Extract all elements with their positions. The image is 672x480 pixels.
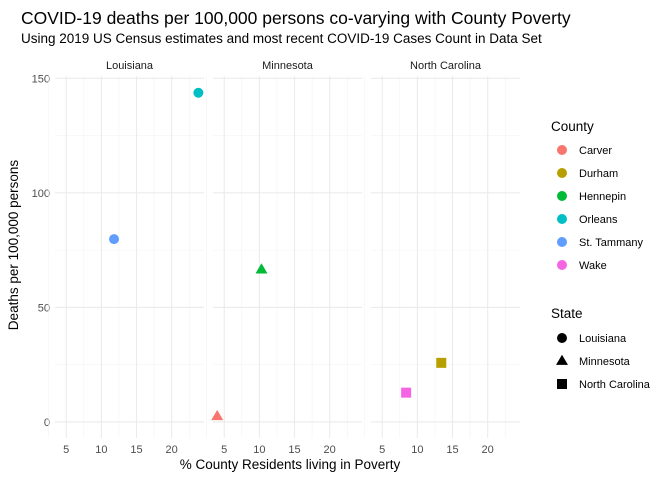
- legend-label: Hennepin: [579, 191, 626, 203]
- y-tick-label: 150: [32, 73, 50, 85]
- legend-label: North Carolina: [579, 379, 651, 391]
- x-tick-label: 20: [482, 444, 494, 456]
- facet-strip-label: Louisiana: [106, 60, 154, 72]
- data-point-orleans: [193, 87, 204, 98]
- x-tick-label: 5: [63, 444, 69, 456]
- facet-strip-label: Minnesota: [262, 60, 314, 72]
- legend-key-carver: [557, 145, 567, 155]
- color-legend-title: County: [551, 119, 594, 134]
- facet-panel-louisiana: Louisiana 5 10 15 20: [48, 60, 204, 456]
- x-tick-label: 5: [221, 444, 227, 456]
- x-axis-title: % County Residents living in Poverty: [180, 457, 401, 472]
- legend-label: Minnesota: [579, 356, 631, 368]
- legend-key-wake: [557, 260, 567, 270]
- x-tick-label: 20: [324, 444, 336, 456]
- x-tick-label: 15: [130, 444, 142, 456]
- facet-strip-label: North Carolina: [410, 60, 482, 72]
- legend-label: Orleans: [579, 214, 618, 226]
- legend-key-orleans: [557, 214, 567, 224]
- data-point-st-tammany: [109, 234, 120, 245]
- x-tick-label: 15: [288, 444, 300, 456]
- data-point-wake: [401, 387, 412, 398]
- y-tick-label: 0: [44, 417, 50, 429]
- legend-key-north-carolina: [557, 379, 567, 389]
- legend-label: Wake: [579, 260, 607, 272]
- y-tick-label: 50: [38, 302, 50, 314]
- legend-key-st-tammany: [557, 237, 567, 247]
- y-axis-title: Deaths per 100,000 persons: [6, 160, 21, 331]
- y-tick-label: 100: [32, 188, 50, 200]
- legend-key-minnesota: [556, 354, 568, 365]
- x-tick-label: 20: [166, 444, 178, 456]
- legend-label: St. Tammany: [579, 237, 643, 249]
- facet-panel-north-carolina: North Carolina 5 10 15 20: [364, 60, 520, 456]
- legend-label: Carver: [579, 145, 612, 157]
- x-tick-label: 10: [253, 444, 265, 456]
- legend-key-hennepin: [557, 191, 567, 201]
- data-point-carver: [211, 409, 224, 421]
- legend-label: Louisiana: [579, 333, 627, 345]
- x-tick-label: 15: [446, 444, 458, 456]
- chart-subtitle: Using 2019 US Census estimates and most …: [21, 31, 542, 46]
- x-tick-label: 10: [95, 444, 107, 456]
- chart-title: COVID-19 deaths per 100,000 persons co-v…: [21, 8, 571, 28]
- data-point-durham: [436, 357, 447, 368]
- legend-key-louisiana: [557, 333, 567, 343]
- x-tick-label: 10: [411, 444, 423, 456]
- data-point-hennepin: [255, 263, 268, 274]
- x-tick-label: 5: [379, 444, 385, 456]
- shape-legend-title: State: [551, 306, 583, 321]
- legend-key-durham: [557, 168, 567, 178]
- legend-label: Durham: [579, 168, 618, 180]
- facet-panel-minnesota: Minnesota 5 10 15 20: [206, 60, 362, 456]
